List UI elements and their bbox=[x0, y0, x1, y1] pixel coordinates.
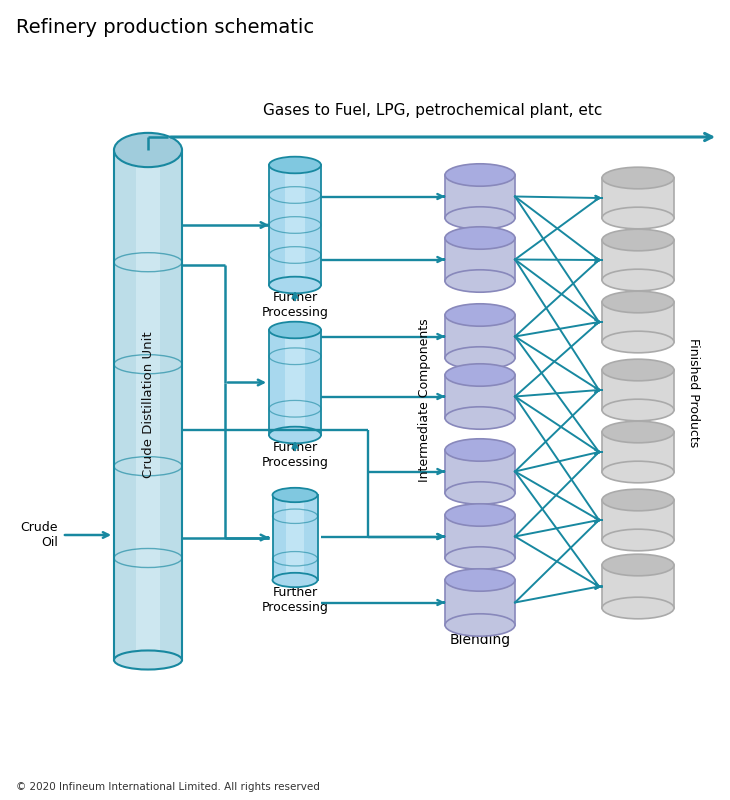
Bar bbox=[272, 495, 318, 580]
Bar bbox=[445, 515, 515, 558]
Ellipse shape bbox=[602, 530, 674, 550]
Ellipse shape bbox=[445, 504, 515, 526]
Ellipse shape bbox=[445, 547, 515, 570]
Bar bbox=[285, 330, 305, 435]
Ellipse shape bbox=[602, 207, 674, 229]
Ellipse shape bbox=[602, 461, 674, 482]
Ellipse shape bbox=[269, 322, 321, 338]
Bar bbox=[602, 302, 674, 342]
Bar bbox=[602, 370, 674, 410]
Ellipse shape bbox=[114, 133, 182, 167]
Ellipse shape bbox=[602, 167, 674, 189]
Text: Further
Processing: Further Processing bbox=[261, 291, 328, 319]
Ellipse shape bbox=[445, 270, 515, 292]
Bar bbox=[602, 178, 674, 218]
Bar bbox=[445, 580, 515, 625]
Text: © 2020 Infineum International Limited. All rights reserved: © 2020 Infineum International Limited. A… bbox=[16, 782, 320, 792]
Text: Blending: Blending bbox=[450, 633, 510, 647]
Text: Crude
Oil: Crude Oil bbox=[20, 521, 58, 549]
Ellipse shape bbox=[269, 277, 321, 294]
Text: Gases to Fuel, LPG, petrochemical plant, etc: Gases to Fuel, LPG, petrochemical plant,… bbox=[264, 103, 603, 118]
Bar bbox=[285, 165, 305, 285]
Bar bbox=[445, 375, 515, 418]
Text: Finished Products: Finished Products bbox=[687, 338, 700, 448]
Ellipse shape bbox=[602, 230, 674, 250]
Ellipse shape bbox=[445, 482, 515, 504]
Bar bbox=[445, 238, 515, 281]
Bar bbox=[269, 330, 321, 435]
Bar bbox=[136, 150, 160, 660]
Ellipse shape bbox=[269, 426, 321, 443]
Ellipse shape bbox=[445, 364, 515, 386]
Bar bbox=[445, 450, 515, 493]
Ellipse shape bbox=[445, 227, 515, 250]
Ellipse shape bbox=[272, 488, 318, 502]
Ellipse shape bbox=[269, 157, 321, 174]
Ellipse shape bbox=[272, 573, 318, 587]
Ellipse shape bbox=[445, 569, 515, 591]
Ellipse shape bbox=[445, 438, 515, 461]
Ellipse shape bbox=[445, 406, 515, 429]
Ellipse shape bbox=[445, 164, 515, 186]
Text: Further
Processing: Further Processing bbox=[261, 441, 328, 469]
Ellipse shape bbox=[445, 346, 515, 370]
Text: Further
Processing: Further Processing bbox=[261, 586, 328, 614]
Bar bbox=[602, 240, 674, 280]
Bar bbox=[114, 150, 182, 660]
Ellipse shape bbox=[445, 614, 515, 636]
Bar bbox=[445, 175, 515, 218]
Bar bbox=[602, 500, 674, 540]
Ellipse shape bbox=[602, 421, 674, 443]
Bar bbox=[602, 432, 674, 472]
Bar bbox=[286, 495, 304, 580]
Ellipse shape bbox=[602, 331, 674, 353]
Ellipse shape bbox=[445, 304, 515, 326]
Ellipse shape bbox=[602, 399, 674, 421]
Ellipse shape bbox=[602, 489, 674, 511]
Text: Intermediate Components: Intermediate Components bbox=[418, 318, 431, 482]
Ellipse shape bbox=[114, 650, 182, 670]
Ellipse shape bbox=[602, 269, 674, 291]
Ellipse shape bbox=[602, 359, 674, 381]
Bar bbox=[602, 565, 674, 608]
Ellipse shape bbox=[445, 206, 515, 230]
Bar bbox=[269, 165, 321, 285]
Bar bbox=[445, 315, 515, 358]
Text: Refinery production schematic: Refinery production schematic bbox=[16, 18, 314, 37]
Ellipse shape bbox=[602, 597, 674, 619]
Text: Crude Distillation Unit: Crude Distillation Unit bbox=[142, 332, 155, 478]
Ellipse shape bbox=[602, 291, 674, 313]
Ellipse shape bbox=[602, 554, 674, 576]
